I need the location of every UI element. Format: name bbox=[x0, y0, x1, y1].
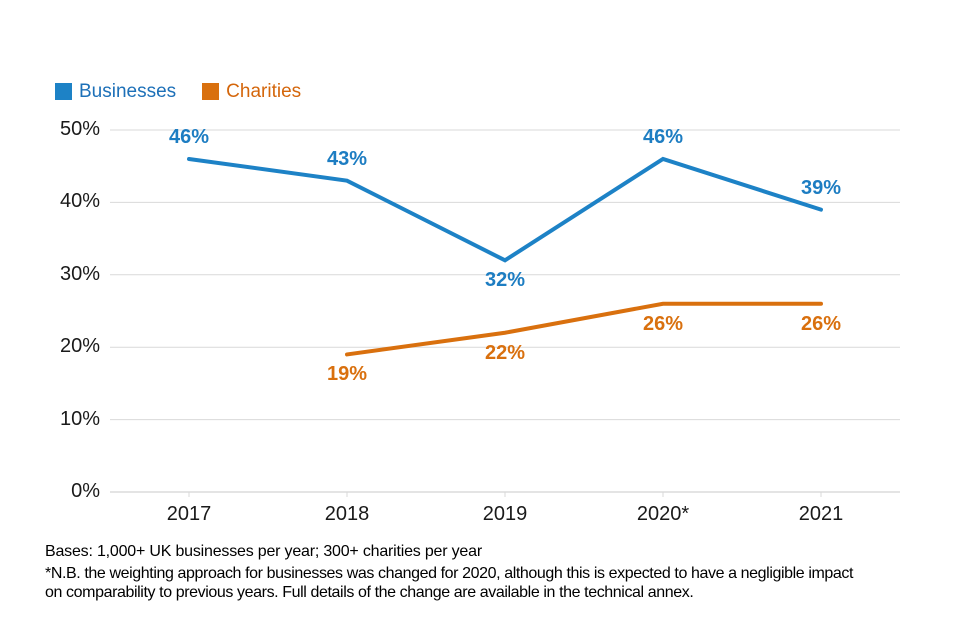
chart-legend: Businesses Charities bbox=[55, 82, 301, 101]
charities-data-label: 26% bbox=[800, 312, 842, 335]
businesses-data-label: 43% bbox=[326, 147, 368, 170]
legend-item-charities: Charities bbox=[202, 82, 301, 101]
charities-series-swatch bbox=[202, 83, 220, 100]
businesses-series-swatch bbox=[55, 83, 72, 100]
businesses-line bbox=[187, 156, 823, 263]
y-axis-tick-label: 10% bbox=[59, 407, 100, 430]
businesses-data-label: 32% bbox=[484, 269, 526, 292]
charities-line bbox=[345, 301, 823, 357]
x-axis-tick-label: 2020* bbox=[636, 503, 690, 525]
y-axis-tick-label: 0% bbox=[71, 480, 100, 502]
y-axis-tick-label: 50% bbox=[59, 118, 100, 140]
businesses-data-label: 46% bbox=[168, 125, 210, 148]
weighting-footnote: *N.B. the weighting approach for busines… bbox=[45, 565, 925, 602]
legend-label-businesses: Businesses bbox=[79, 81, 177, 102]
x-axis-tick-label: 2019 bbox=[482, 503, 528, 525]
line-chart-plot bbox=[110, 129, 900, 497]
legend-item-businesses: Businesses bbox=[55, 82, 176, 101]
y-axis-tick-label: 20% bbox=[59, 335, 100, 358]
bases-note: Bases: 1,000+ UK businesses per year; 30… bbox=[45, 543, 482, 560]
charities-data-label: 26% bbox=[642, 312, 684, 335]
x-axis-tick-label: 2018 bbox=[324, 503, 370, 525]
footnote-line-1: *N.B. the weighting approach for busines… bbox=[45, 565, 854, 582]
y-axis-tick-label: 30% bbox=[59, 262, 100, 285]
x-axis-tick-label: 2017 bbox=[166, 503, 212, 525]
x-axis-tick-label: 2021 bbox=[798, 503, 844, 525]
footnote-line-2: on comparability to previous years. Full… bbox=[45, 583, 694, 601]
charities-data-label: 19% bbox=[326, 363, 368, 386]
charities-data-label: 22% bbox=[484, 341, 526, 364]
businesses-data-label: 39% bbox=[800, 176, 842, 199]
businesses-data-label: 46% bbox=[642, 125, 684, 148]
legend-label-charities: Charities bbox=[226, 81, 302, 102]
y-axis-tick-label: 40% bbox=[59, 190, 100, 213]
chart-footnotes: Bases: 1,000+ UK businesses per year; 30… bbox=[45, 542, 925, 602]
